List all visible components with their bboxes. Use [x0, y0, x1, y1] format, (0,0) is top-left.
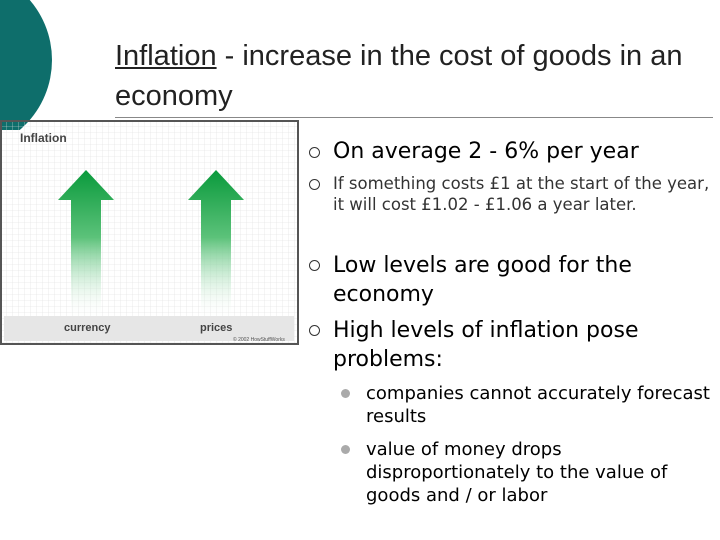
image-label: prices — [200, 322, 232, 334]
sub-bullet: value of money drops disproportionately … — [341, 438, 718, 507]
sub-bullet-text: value of money drops disproportionately … — [366, 439, 668, 506]
image-label: currency — [64, 322, 111, 334]
bullet-text: High levels of inflation pose problems: — [333, 318, 639, 372]
image-credit: © 2002 HowStuffWorks — [233, 336, 285, 343]
slide-title: Inflation - increase in the cost of good… — [115, 36, 705, 116]
title-rest: - increase in the cost of goods in an ec… — [115, 40, 683, 112]
bullet-text: On average 2 - 6% per year — [333, 139, 639, 164]
sub-bullet: companies cannot accurately forecast res… — [341, 382, 718, 428]
bullet-text: Low levels are good for the economy — [333, 253, 632, 307]
bullet-marker — [309, 325, 320, 336]
bullet: If something costs £1 at the start of th… — [309, 173, 718, 215]
bullet-marker — [309, 260, 320, 271]
title-rule — [115, 117, 713, 118]
inflation-image: Inflation currency prices © 2002 HowStuf… — [0, 120, 299, 345]
bullet: High levels of inflation pose problems: — [309, 316, 718, 374]
sub-bullet-text: companies cannot accurately forecast res… — [366, 383, 710, 427]
bullet-marker — [341, 445, 350, 454]
bullet: Low levels are good for the economy — [309, 251, 718, 309]
image-title: Inflation — [20, 131, 67, 145]
bullet-marker — [309, 179, 320, 190]
corner-decoration — [0, 0, 52, 130]
bullet-text: If something costs £1 at the start of th… — [333, 174, 710, 214]
bullet: On average 2 - 6% per year — [309, 138, 718, 166]
bullet-marker — [341, 389, 350, 398]
title-term: Inflation — [115, 40, 217, 72]
bullet-marker — [309, 147, 320, 158]
